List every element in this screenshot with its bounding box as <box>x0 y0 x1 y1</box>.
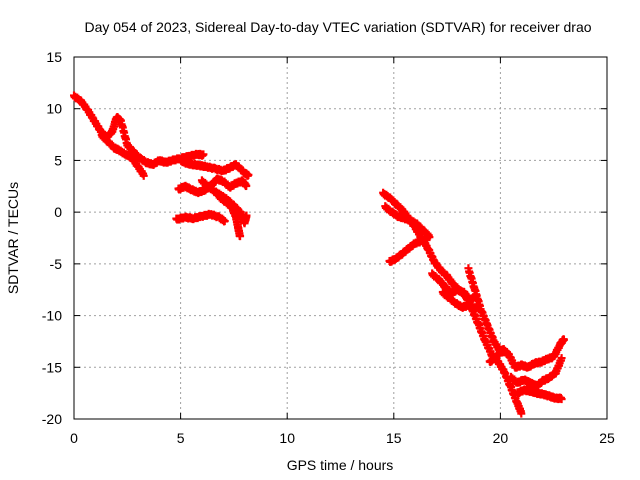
data-point <box>244 170 253 179</box>
x-tick-label: 20 <box>493 430 509 446</box>
data-point <box>517 409 526 418</box>
y-tick-label: -15 <box>42 359 62 375</box>
data-point <box>139 171 148 180</box>
data-point <box>199 150 208 159</box>
x-tick-label: 5 <box>177 430 185 446</box>
chart-title: Day 054 of 2023, Sidereal Day-to-day VTE… <box>84 19 591 35</box>
data-point <box>423 234 432 243</box>
y-tick-label: 10 <box>46 101 62 117</box>
plot-frame <box>73 56 608 420</box>
y-tick-label: 15 <box>46 49 62 65</box>
data-point <box>242 211 251 220</box>
data-point <box>559 335 568 344</box>
data-point <box>242 181 251 190</box>
grid-lines <box>74 57 607 419</box>
x-tick-label: 25 <box>599 430 615 446</box>
axis-ticks <box>73 56 608 420</box>
data-point <box>236 232 245 241</box>
y-tick-label: -10 <box>42 308 62 324</box>
y-tick-label: 5 <box>54 152 62 168</box>
data-point <box>220 217 229 226</box>
data-point <box>557 354 566 363</box>
x-tick-label: 0 <box>70 430 78 446</box>
y-tick-label: -20 <box>42 411 62 427</box>
y-tick-label: 0 <box>54 204 62 220</box>
y-tick-label: -5 <box>50 256 63 272</box>
x-axis-label: GPS time / hours <box>287 457 394 473</box>
x-tick-label: 15 <box>386 430 402 446</box>
x-tick-labels: 0 5 10 15 20 25 <box>70 430 615 446</box>
y-axis-label: SDTVAR / TECUs <box>5 182 21 294</box>
data-points <box>70 91 568 418</box>
y-tick-labels: -20 -15 -10 -5 0 5 10 15 <box>42 49 62 427</box>
x-tick-label: 10 <box>279 430 295 446</box>
data-point <box>557 395 566 404</box>
